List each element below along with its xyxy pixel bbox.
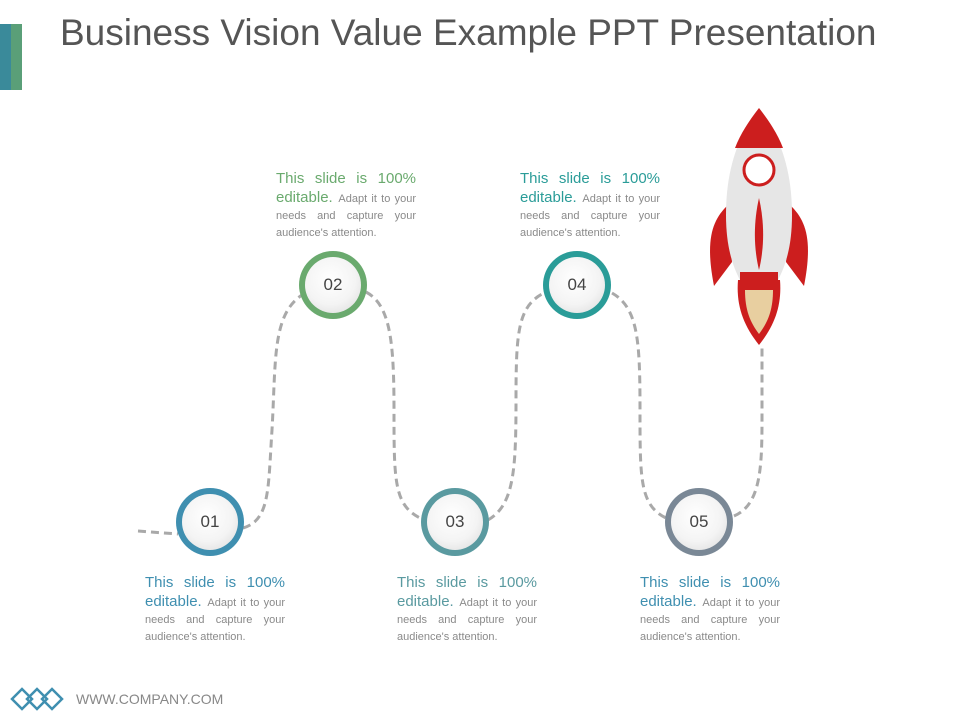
rocket-icon <box>710 108 808 345</box>
step-node-05: 05 <box>665 488 733 556</box>
rocket-flame <box>745 290 773 334</box>
rocket-nose <box>735 108 783 148</box>
step-headline: This slide is 100% editable. <box>397 574 537 610</box>
step-text-03: This slide is 100% editable. Adapt it to… <box>397 573 537 645</box>
step-number: 03 <box>427 494 483 550</box>
diamond-chain-logo-icon <box>10 687 64 711</box>
step-body: Adapt it to your needs and capture your … <box>520 193 660 239</box>
step-text-02: This slide is 100% editable. Adapt it to… <box>276 169 416 241</box>
footer-url: WWW.COMPANY.COM <box>76 691 224 707</box>
rocket-band <box>740 272 778 280</box>
step-text-04: This slide is 100% editable. Adapt it to… <box>520 169 660 241</box>
step-body: Adapt it to your needs and capture your … <box>276 193 416 239</box>
step-node-03: 03 <box>421 488 489 556</box>
step-headline: This slide is 100% editable. <box>640 574 780 610</box>
slide-title: Business Vision Value Example PPT Presen… <box>60 12 877 53</box>
step-number: 01 <box>182 494 238 550</box>
step-body: Adapt it to your needs and capture your … <box>145 597 285 643</box>
step-number: 04 <box>549 257 605 313</box>
step-node-04: 04 <box>543 251 611 319</box>
step-body: Adapt it to your needs and capture your … <box>640 597 780 643</box>
step-node-02: 02 <box>299 251 367 319</box>
step-headline: This slide is 100% editable. <box>145 574 285 610</box>
accent-bar-green <box>11 24 22 90</box>
step-number: 05 <box>671 494 727 550</box>
step-body: Adapt it to your needs and capture your … <box>397 597 537 643</box>
accent-bar-teal <box>0 24 11 90</box>
step-text-05: This slide is 100% editable. Adapt it to… <box>640 573 780 645</box>
title-accent-bar <box>0 24 22 90</box>
step-node-01: 01 <box>176 488 244 556</box>
step-headline: This slide is 100% editable. <box>520 170 660 206</box>
rocket-window <box>742 153 776 187</box>
step-text-01: This slide is 100% editable. Adapt it to… <box>145 573 285 645</box>
dashed-path-line <box>137 290 764 536</box>
step-number: 02 <box>305 257 361 313</box>
rocket-body <box>726 108 792 280</box>
rocket-stripe <box>754 198 764 270</box>
step-headline: This slide is 100% editable. <box>276 170 416 206</box>
